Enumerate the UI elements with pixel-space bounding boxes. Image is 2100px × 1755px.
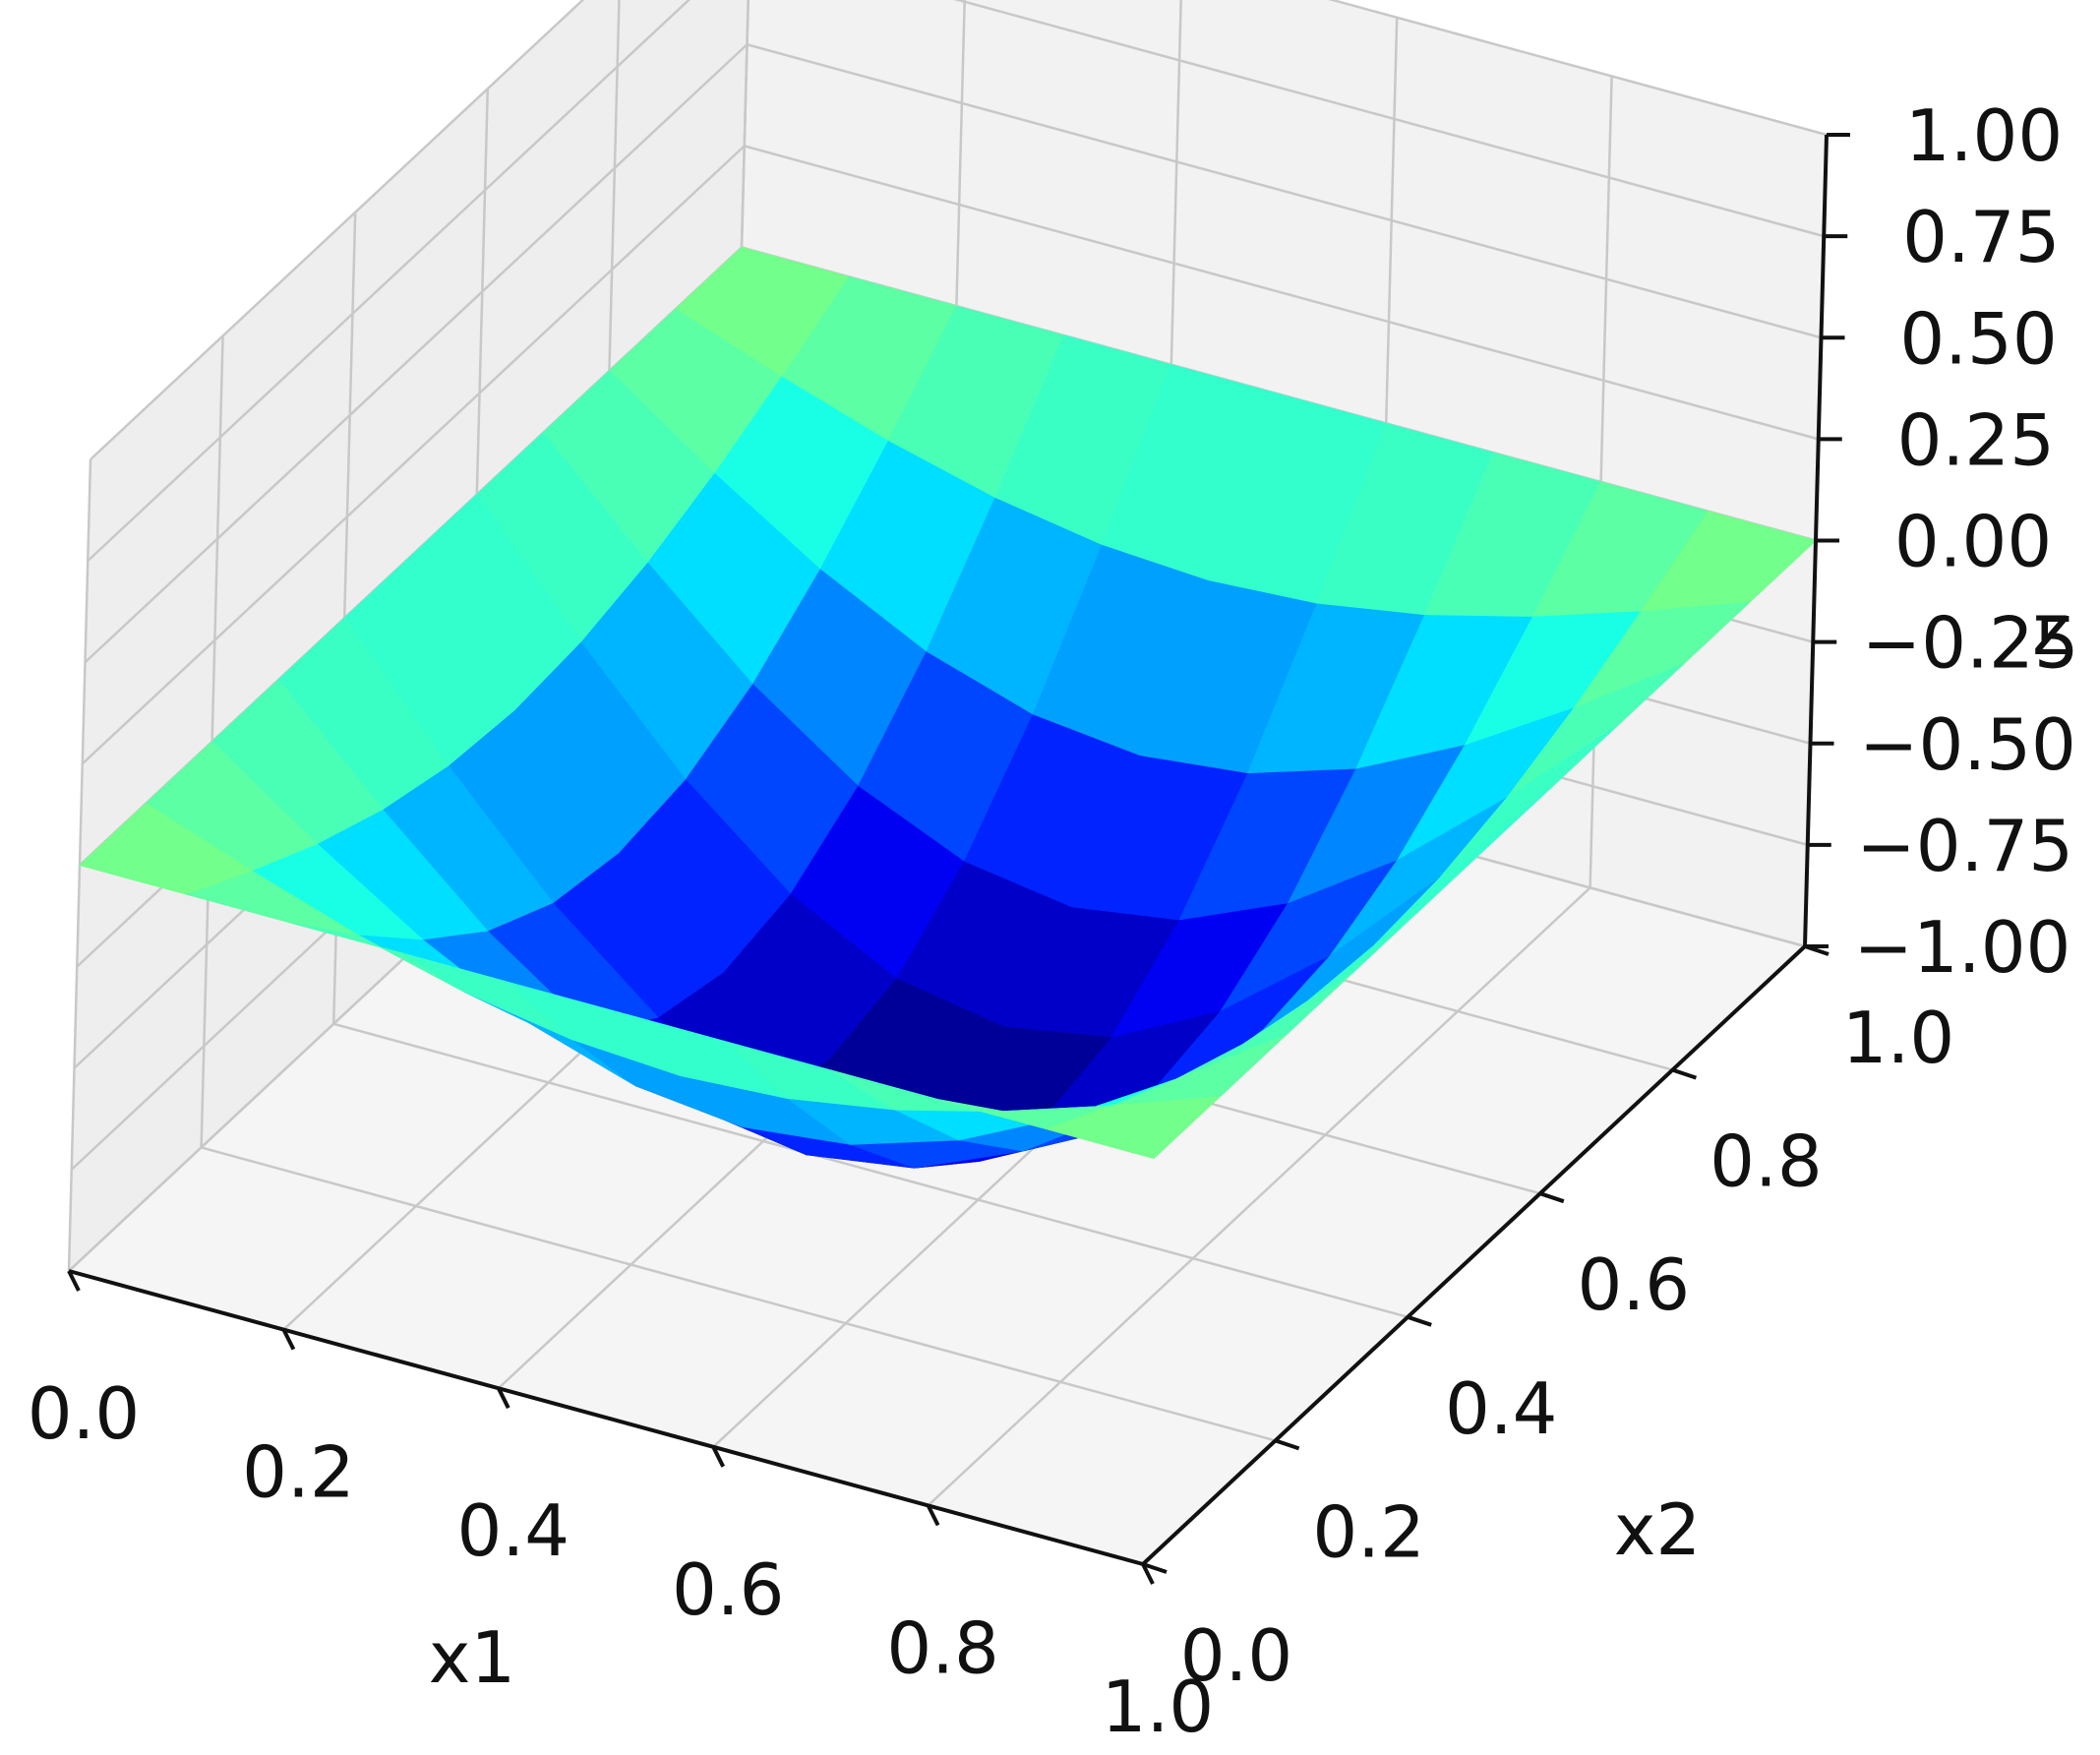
tick-labels: 0.00.20.40.60.81.00.00.20.40.60.81.0−1.0… — [28, 94, 2079, 1748]
z-tick-label: 0.50 — [1899, 297, 2057, 380]
gridline-floor-x — [927, 886, 1591, 1507]
x1-tick-label: 0.2 — [242, 1431, 355, 1514]
z-tick-label: −1.00 — [1854, 906, 2071, 989]
x2-tick — [1671, 1067, 1698, 1080]
x1-tick-label: 0.6 — [672, 1548, 785, 1631]
gridline-left-z — [84, 43, 749, 664]
x2-tick-label: 0.2 — [1312, 1490, 1425, 1573]
x1-tick-label: 0.8 — [886, 1606, 999, 1689]
gridline-left-z — [87, 0, 691, 563]
gridline-back-z — [953, 0, 1825, 238]
gridline-floor-y — [332, 1022, 1409, 1319]
x2-tick — [1407, 1314, 1432, 1327]
x2-tick — [1142, 1562, 1168, 1574]
x2-tick — [1539, 1191, 1565, 1204]
x1-tick — [67, 1270, 81, 1292]
z-tick-label: 0.75 — [1902, 196, 2060, 278]
x2-tick-label: 1.0 — [1842, 997, 1955, 1079]
x1-tick-label: 0.4 — [457, 1489, 570, 1572]
gridline-left-z — [90, 0, 585, 460]
x-axis-label: x1 — [429, 1616, 515, 1699]
x2-tick-label: 0.4 — [1445, 1367, 1558, 1450]
x2-axis-line — [1141, 944, 1807, 1566]
x1-tick-label: 0.0 — [28, 1372, 141, 1455]
x1-tick-label: 1.0 — [1102, 1665, 1215, 1748]
tick-marks — [67, 133, 1850, 1585]
z-axis-label: z — [2032, 588, 2070, 671]
z-tick-label: 1.00 — [1905, 94, 2063, 177]
y-axis-label: x2 — [1614, 1488, 1701, 1571]
x2-tick — [1274, 1438, 1300, 1451]
x1-axis-line — [68, 1269, 1144, 1566]
x1-tick — [1141, 1563, 1155, 1585]
x1-tick — [281, 1328, 296, 1351]
gridline-back-z — [1328, 0, 1828, 137]
x2-tick-label: 0.6 — [1578, 1243, 1691, 1326]
x1-tick — [926, 1504, 940, 1527]
x2-tick-label: 0.8 — [1710, 1120, 1823, 1203]
gridline-back-z — [744, 145, 1820, 441]
gridline-back-z — [747, 43, 1822, 339]
x1-tick — [711, 1445, 725, 1468]
gridline-left-z — [81, 145, 746, 765]
surface-mesh — [79, 247, 1817, 1169]
z-tick-label: −0.50 — [1859, 703, 2076, 786]
gridline-floor-y — [201, 1146, 1276, 1442]
z-tick-label: 0.25 — [1897, 398, 2055, 481]
z-tick-label: −0.75 — [1856, 805, 2073, 887]
z-tick-label: −0.25 — [1862, 602, 2079, 685]
x2-tick-label: 0.0 — [1180, 1614, 1293, 1697]
surface-patch — [1046, 1096, 1221, 1159]
x1-tick — [497, 1387, 510, 1410]
z-tick-label: 0.00 — [1894, 501, 2052, 583]
